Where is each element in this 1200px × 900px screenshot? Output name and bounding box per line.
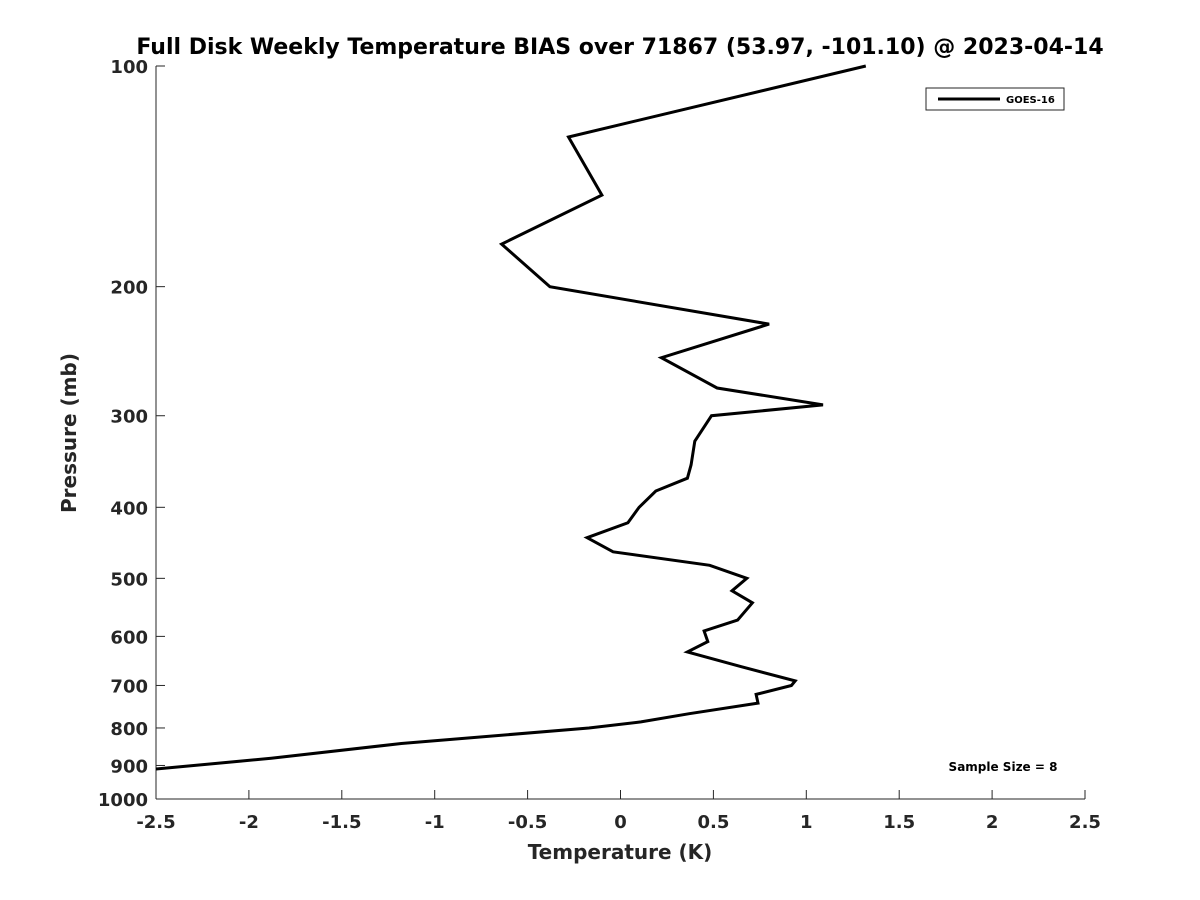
y-tick-label: 900: [110, 756, 148, 777]
sample-size-annotation: Sample Size = 8: [949, 760, 1058, 774]
x-tick-label: -2.5: [136, 812, 175, 833]
x-axis-label: Temperature (K): [528, 840, 713, 864]
y-tick-label: 300: [110, 407, 148, 428]
y-tick-label: 200: [110, 278, 148, 299]
y-axis-ticks: 100 200 300 400 500 600 700 800 900 1000: [98, 57, 165, 811]
y-tick-label: 700: [110, 676, 148, 697]
y-tick-label: 100: [110, 57, 148, 78]
y-tick-label: 800: [110, 719, 148, 740]
x-tick-label: -2: [239, 812, 259, 833]
x-tick-label: 2: [986, 812, 999, 833]
y-axis-label: Pressure (mb): [57, 353, 81, 513]
x-tick-label: 2.5: [1069, 812, 1101, 833]
y-tick-label: 400: [110, 498, 148, 519]
x-tick-label: 1: [800, 812, 813, 833]
x-tick-label: -1.5: [322, 812, 361, 833]
x-tick-label: 0: [614, 812, 627, 833]
x-tick-label: 1.5: [883, 812, 915, 833]
x-tick-label: 0.5: [697, 812, 729, 833]
chart-title: Full Disk Weekly Temperature BIAS over 7…: [136, 35, 1103, 60]
series-layer: [155, 64, 867, 771]
y-tick-label: 1000: [98, 790, 148, 811]
y-tick-label: 600: [110, 627, 148, 648]
x-tick-label: -1: [425, 812, 445, 833]
legend-label-goes-16: GOES-16: [1006, 95, 1055, 106]
plot-area: -2.5 -2 -1.5 -1 -0.5 0 0.5 1 1.5 2 2.5 100 200 300 40…: [98, 57, 1101, 833]
y-tick-label: 500: [110, 569, 148, 590]
x-tick-label: -0.5: [508, 812, 547, 833]
legend: GOES-16: [925, 87, 1065, 111]
x-axis-ticks: -2.5 -2 -1.5 -1 -0.5 0 0.5 1 1.5 2 2.5: [136, 790, 1101, 833]
series-line-goes-16: [155, 64, 867, 771]
